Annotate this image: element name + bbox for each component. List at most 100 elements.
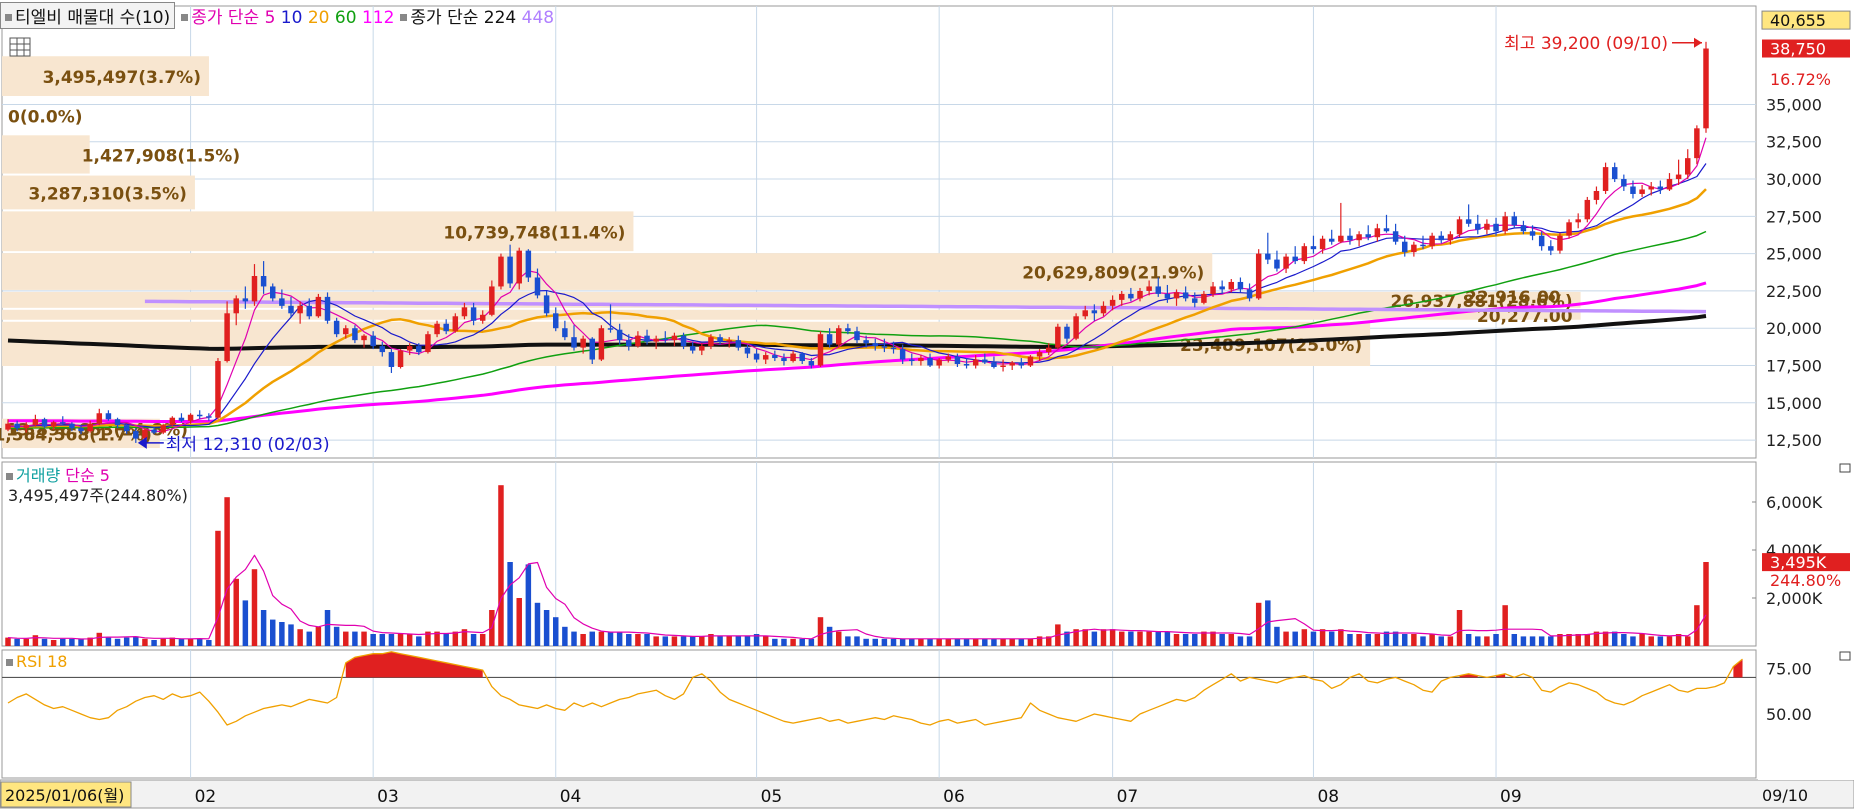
candle-body [616, 329, 623, 341]
volume-bar [1091, 631, 1098, 646]
candle-body [1420, 244, 1426, 247]
candle-body [1082, 310, 1088, 317]
candle-body [461, 307, 468, 317]
candle-body [927, 358, 933, 366]
volume-bar [1365, 634, 1371, 646]
volume-bar [1666, 636, 1673, 646]
volume-bar [224, 497, 230, 646]
candle-body [60, 422, 66, 424]
volume-bar [260, 610, 267, 646]
candle-body [1347, 235, 1353, 241]
candle-body [1000, 365, 1006, 368]
candle-body [1164, 293, 1171, 299]
candle-body [772, 355, 778, 359]
candle-body [32, 419, 39, 426]
candle-body [452, 316, 459, 332]
ma-224-line [7, 314, 1707, 351]
candle-body [1155, 286, 1161, 294]
candle-body [1447, 234, 1454, 241]
volume-bar [343, 631, 349, 646]
volume-bar [1694, 605, 1700, 646]
candle-body [1182, 292, 1189, 299]
volume-bar [616, 631, 623, 646]
x-tick-label: 04 [560, 787, 582, 807]
candle-body [1584, 199, 1591, 220]
candle-body [1429, 235, 1435, 247]
volume-bar [370, 634, 376, 646]
volume-bar [799, 638, 805, 646]
candle-body [735, 340, 742, 348]
volume-bar [753, 634, 760, 646]
volume-bar [1155, 631, 1161, 646]
panel-frame-1 [1, 461, 1757, 647]
volume-bar [1438, 636, 1444, 646]
volume-bar [1328, 631, 1335, 646]
volume-bar [927, 638, 933, 646]
volume-bar [1411, 634, 1417, 646]
volume-bar [1036, 636, 1043, 646]
candle-body [105, 413, 112, 420]
volume-bar [279, 622, 285, 646]
start-date-box [0, 781, 132, 808]
candle-body [96, 413, 103, 424]
candle-body [343, 328, 349, 335]
candle-body [270, 286, 276, 299]
candle-body [479, 314, 486, 321]
volume-bar [1402, 634, 1408, 646]
volume-bar [1648, 636, 1654, 646]
volume-bar [1548, 636, 1554, 646]
volume-bar [361, 631, 367, 646]
volume-bar [1611, 631, 1618, 646]
volume-bar [1502, 605, 1508, 646]
volume-bar [1529, 636, 1536, 646]
candle-body [553, 313, 559, 329]
price-badge [1762, 70, 1850, 89]
candle-body [1657, 186, 1664, 190]
volume-bar [836, 631, 842, 646]
candle-body [1685, 158, 1691, 175]
candle-body [397, 350, 404, 368]
candle-body [1484, 223, 1490, 230]
volume-bar [945, 638, 952, 646]
volume-bar [1100, 629, 1107, 646]
volume-ma-line [7, 554, 1707, 640]
price-badge [1762, 39, 1850, 58]
grid-table-icon [9, 37, 31, 57]
volume-bar [744, 636, 751, 646]
x-axis-bar [0, 779, 1854, 809]
candle-body [662, 338, 669, 341]
volume-bar [333, 626, 340, 646]
candle-body [854, 331, 860, 341]
volume-bar [1274, 626, 1280, 646]
volume-bar [1383, 631, 1390, 646]
candle-body [1091, 310, 1098, 314]
ma2-label: 종가 단순 [410, 7, 479, 28]
candle-body [233, 298, 239, 314]
volume-bar [708, 634, 714, 646]
volume-bar [1027, 638, 1034, 646]
chart-legend-header: 티엘비 매물대 수(10) 종가 단순 5 10 20 60 112 종가 단순… [0, 1, 554, 29]
volume-bar [1575, 634, 1581, 646]
volume-bar [1584, 634, 1591, 646]
volume-bar [233, 578, 239, 646]
candle-body [23, 425, 29, 429]
title-box[interactable]: 티엘비 매물대 수(10) [0, 1, 176, 29]
candle-body [324, 296, 331, 321]
volume-profile-label: 20,629,809(21.9%) [1022, 264, 1204, 284]
candle-body [5, 423, 11, 430]
volume-bar [899, 638, 906, 646]
volume-bar [1000, 638, 1006, 646]
candle-body [215, 361, 221, 418]
candle-body [142, 429, 148, 439]
volume-profile-label: 3,287,310(3.5%) [29, 184, 187, 204]
x-tick-label: 02 [195, 787, 217, 807]
candle-body [251, 276, 258, 302]
rsi-title: RSI 18 [16, 652, 68, 671]
candle-body [598, 328, 605, 360]
volume-bar [963, 638, 970, 646]
candle-body [1694, 128, 1700, 159]
candle-body [1402, 241, 1408, 253]
volume-bar [470, 634, 477, 646]
candle-body [1520, 225, 1527, 232]
